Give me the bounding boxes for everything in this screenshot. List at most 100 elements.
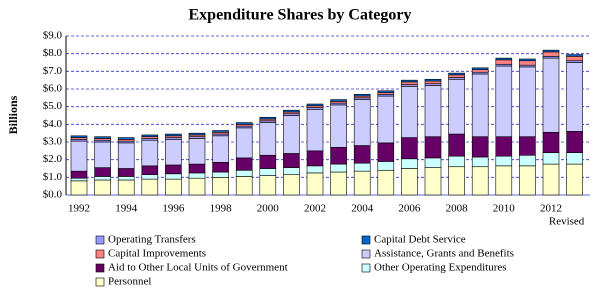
legend-label: Personnel	[108, 276, 151, 288]
bar-segment	[519, 154, 536, 167]
bar-segment	[519, 60, 536, 66]
bar-segment	[519, 58, 536, 62]
bar-segment	[542, 131, 560, 153]
bar-segment	[424, 136, 442, 159]
bar-segment	[448, 72, 465, 76]
bar-segment	[542, 163, 560, 196]
bar-segment	[330, 99, 347, 102]
bar-segment	[188, 138, 206, 165]
bar-segment	[566, 56, 583, 62]
bar-segment	[424, 80, 442, 85]
bar-segment	[70, 180, 88, 196]
y-tick-label: $9.0	[43, 30, 63, 42]
bar-segment	[212, 135, 229, 163]
legend-swatch	[361, 263, 371, 273]
y-tick-label: $3.0	[43, 136, 63, 148]
bar-segment	[377, 95, 395, 144]
bar-segment	[330, 104, 347, 148]
bar-segment	[306, 150, 324, 167]
legend-swatch	[95, 277, 105, 287]
bar-segment	[94, 141, 111, 168]
legend-label: Assistance, Grants and Benefits	[374, 248, 514, 260]
bar-segment	[70, 135, 88, 138]
bar-segment	[471, 166, 489, 196]
legend-swatch	[361, 249, 371, 259]
bar-segment	[165, 164, 182, 175]
bar-segment	[188, 172, 206, 179]
bar-segment	[235, 122, 253, 125]
bar-segment	[283, 167, 300, 175]
bar-segment	[259, 175, 277, 196]
y-tick-label: $5.0	[43, 100, 63, 112]
legend-swatch	[95, 249, 105, 259]
bar-segment	[448, 155, 465, 168]
bar-segment	[471, 73, 489, 137]
bar-segment	[495, 59, 513, 65]
bar-segment	[306, 165, 324, 174]
bar-segment	[519, 66, 536, 137]
bar-segment	[283, 109, 300, 113]
y-tick-label: $4.0	[43, 118, 63, 130]
bar-segment	[424, 157, 442, 168]
x-tick-label: 2006	[398, 203, 421, 215]
bar-segment	[330, 163, 347, 173]
legend-label: Other Operating Expenditures	[374, 262, 507, 274]
bar-segment	[401, 79, 418, 83]
bar-segment	[141, 165, 159, 175]
bar-segment	[259, 122, 277, 156]
bar-segment	[94, 176, 111, 181]
bar-segment	[495, 136, 513, 157]
x-tick-label: 2000	[257, 203, 280, 215]
bar-segment	[94, 179, 111, 196]
bar-segment	[566, 152, 583, 165]
x-tick-label: 1994	[115, 203, 138, 215]
bar-segment	[259, 168, 277, 176]
bar-segment	[117, 137, 135, 140]
bar-segment	[283, 174, 300, 196]
bar-segment	[495, 57, 513, 61]
x-tick-label: 2004	[351, 203, 374, 215]
x-tick-label: 2002	[304, 203, 326, 215]
bar-segment	[188, 132, 206, 136]
y-tick-label: $8.0	[43, 47, 63, 59]
bar-segment	[471, 67, 489, 70]
bar-segment	[141, 178, 159, 196]
bar-segment	[448, 74, 465, 78]
bar-segment	[401, 81, 418, 85]
bar-segment	[117, 179, 135, 196]
y-tick-label: $7.0	[43, 65, 63, 77]
bar-segment	[165, 139, 182, 166]
bar-segment	[353, 145, 371, 164]
bar-segment	[448, 166, 465, 196]
bar-segment	[212, 171, 229, 178]
bar-segment	[377, 161, 395, 171]
bar-segment	[377, 90, 395, 93]
x-tick-label: 2008	[446, 203, 469, 215]
bar-segment	[377, 169, 395, 196]
y-tick-label: $6.0	[43, 83, 63, 95]
bar-segment	[495, 65, 513, 137]
bar-segment	[448, 78, 465, 135]
bar-segment	[141, 174, 159, 180]
legend-swatch	[361, 235, 371, 245]
bar-segment	[306, 109, 324, 152]
bar-segment	[259, 154, 277, 169]
bar-segment	[165, 173, 182, 180]
bar-segment	[401, 158, 418, 169]
legend-swatch	[95, 263, 105, 273]
y-tick-label: $0.0	[43, 189, 63, 201]
bar-segment	[542, 152, 560, 165]
x-tick-label: 2012	[540, 203, 562, 215]
bar-segment	[117, 168, 135, 177]
bar-segment	[519, 136, 536, 156]
bar-segment	[566, 54, 583, 57]
bar-segment	[471, 156, 489, 168]
bar-segment	[235, 157, 253, 171]
bar-segment	[283, 153, 300, 168]
bar-segment	[165, 133, 182, 137]
bar-segment	[259, 116, 277, 120]
legend-swatch	[95, 235, 105, 245]
bar-segment	[141, 139, 159, 167]
bar-segment	[353, 170, 371, 196]
